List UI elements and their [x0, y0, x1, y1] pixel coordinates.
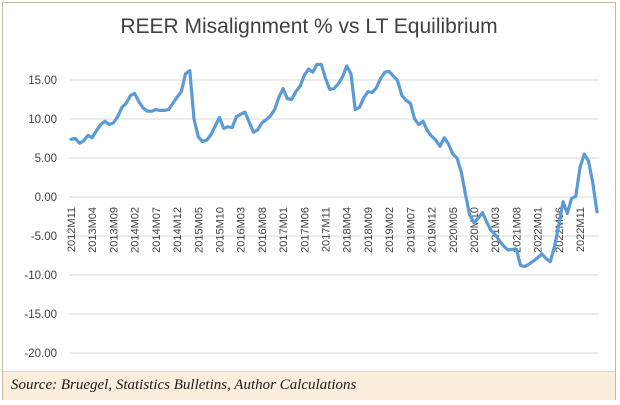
x-tick-label: 2017M01	[278, 207, 290, 253]
series-layer	[69, 62, 599, 268]
y-axis-ticks: 15.00 10.00 5.00 0.00 -5.00 -10.00 -15.00 -20.0…	[24, 75, 57, 360]
series-line-reer-misalignment	[69, 62, 599, 268]
x-tick-label: 2015M05	[193, 207, 205, 253]
x-tick-label: 2016M03	[236, 207, 248, 253]
source-note: Source: Bruegel, Statistics Bulletins, A…	[11, 377, 357, 393]
y-tick-label: 15.00	[28, 75, 57, 87]
x-tick-label: 2019M12	[427, 207, 439, 253]
x-tick-label: 2015M10	[214, 207, 226, 253]
chart-frame: REER Misalignment % vs LT Equilibrium 15…	[2, 2, 616, 400]
y-tick-label: -20.00	[24, 348, 57, 360]
source-footer: Source: Bruegel, Statistics Bulletins, A…	[3, 371, 615, 400]
y-tick-label: -15.00	[24, 309, 57, 321]
x-tick-label: 2022M01	[533, 207, 545, 253]
x-tick-label: 2014M02	[130, 207, 142, 253]
x-tick-label: 2014M12	[172, 207, 184, 253]
x-tick-label: 2018M04	[342, 207, 354, 253]
x-tick-label: 2018M09	[363, 207, 375, 253]
x-tick-label: 2017M06	[299, 207, 311, 253]
plot-area: 15.00 10.00 5.00 0.00 -5.00 -10.00 -15.00 -20.0…	[24, 62, 599, 360]
x-tick-label: 2014M07	[151, 207, 163, 253]
y-tick-label: 0.00	[35, 192, 57, 204]
y-tick-label: 5.00	[35, 153, 57, 165]
x-tick-label: 2019M02	[384, 207, 396, 253]
x-tick-label: 2013M04	[87, 207, 99, 253]
x-tick-label: 2021M08	[511, 207, 523, 253]
y-tick-label: -5.00	[31, 231, 57, 243]
x-axis-ticks: 2012M11 2013M04 2013M09 2014M02 2014M07 2014M…	[66, 207, 587, 253]
x-tick-label: 2012M11	[66, 207, 78, 252]
x-tick-label: 2013M09	[108, 207, 120, 253]
x-tick-label: 2017M11	[321, 207, 333, 252]
x-tick-label: 2020M05	[448, 207, 460, 253]
x-tick-label: 2022M11	[575, 207, 587, 252]
chart-title: REER Misalignment % vs LT Equilibrium	[120, 15, 498, 38]
x-tick-label: 2019M07	[405, 207, 417, 253]
gridlines	[69, 79, 599, 354]
y-tick-label: 10.00	[28, 114, 57, 126]
y-tick-label: -10.00	[24, 270, 57, 282]
x-tick-label: 2016M08	[257, 207, 269, 253]
